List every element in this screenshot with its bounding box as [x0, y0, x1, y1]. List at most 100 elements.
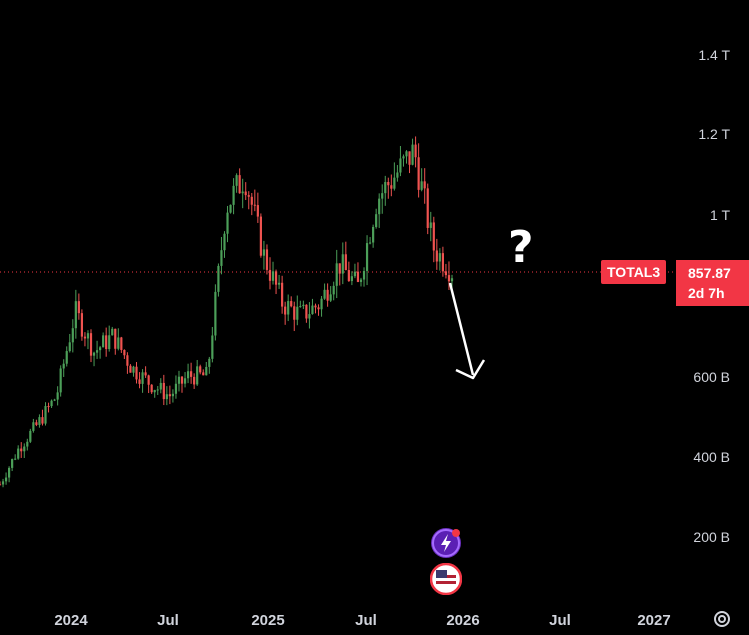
candles — [0, 136, 454, 488]
candle-body — [341, 254, 344, 274]
symbol-label: TOTAL3 — [601, 260, 667, 284]
current-price-value: 857.87 — [688, 265, 731, 281]
candle-body — [378, 198, 381, 215]
candle-body — [241, 191, 244, 194]
candle-body — [141, 372, 144, 384]
candle-body — [247, 195, 250, 197]
candle-body — [50, 400, 53, 407]
candle-body — [105, 335, 108, 350]
candle-body — [168, 394, 171, 397]
candle-body — [411, 144, 414, 165]
price-chart[interactable] — [0, 0, 680, 600]
candle-body — [220, 250, 223, 266]
settings-icon[interactable] — [711, 608, 733, 630]
candle-body — [338, 263, 341, 274]
candle-body — [223, 233, 226, 251]
candle-body — [211, 335, 214, 359]
candle-body — [229, 204, 232, 213]
lightning-icon[interactable] — [431, 528, 461, 558]
candle-body — [356, 271, 360, 282]
candle-body — [226, 212, 229, 234]
candle-body — [311, 305, 314, 315]
candle-body — [102, 335, 105, 348]
candle-body — [38, 417, 41, 425]
candle-body — [375, 214, 378, 227]
price-tick: 1 T — [710, 207, 730, 223]
candle-body — [438, 253, 441, 262]
price-tick: 200 B — [693, 529, 730, 545]
candle-body — [177, 376, 181, 384]
candle-body — [159, 382, 162, 390]
candle-body — [426, 188, 429, 228]
candle-body — [41, 417, 44, 424]
candle-body — [368, 242, 372, 244]
candle-body — [4, 477, 8, 482]
candle-body — [274, 271, 278, 285]
candle-body — [17, 448, 20, 459]
candle-body — [214, 291, 217, 336]
candle-body — [265, 249, 269, 270]
candle-body — [56, 392, 59, 400]
candle-body — [199, 366, 202, 373]
candle-body — [381, 193, 384, 199]
candle-body — [429, 222, 432, 228]
candle-body — [447, 275, 451, 282]
candle-body — [196, 366, 199, 385]
candle-body — [162, 382, 165, 400]
down-arrow — [448, 282, 486, 380]
candle-body — [329, 294, 332, 301]
time-tick: 2027 — [637, 612, 671, 629]
candle-body — [193, 376, 196, 385]
current-price-badge: 857.87 2d 7h — [676, 260, 749, 306]
candle-body — [92, 352, 96, 356]
price-axis[interactable]: 1.4 T 1.2 T 1 T 600 B 400 B 200 B — [676, 0, 749, 600]
candle-body — [183, 378, 187, 384]
candle-body — [299, 306, 302, 308]
candle-body — [65, 351, 68, 364]
candle-body — [138, 379, 141, 384]
candle-body — [108, 335, 111, 350]
time-tick: Jul — [157, 612, 179, 629]
candle-body — [414, 144, 417, 158]
candle-body — [387, 182, 390, 186]
candle-body — [296, 306, 299, 320]
candle-body — [80, 313, 84, 337]
candle-body — [23, 446, 26, 452]
candle-body — [77, 301, 80, 314]
candle-body — [238, 175, 241, 194]
candle-body — [435, 250, 438, 262]
question-mark-annotation: ? — [508, 222, 534, 273]
time-tick: Jul — [355, 612, 377, 629]
candle-body — [317, 307, 320, 310]
candle-body — [420, 181, 423, 190]
candle-body — [89, 333, 93, 356]
candle-body — [171, 393, 175, 397]
candle-body — [123, 349, 126, 356]
candle-body — [347, 270, 350, 282]
time-tick: 2025 — [251, 612, 285, 629]
us-flag-icon[interactable] — [430, 563, 462, 595]
candle-body — [353, 271, 357, 277]
candle-body — [120, 337, 123, 350]
candle-body — [126, 355, 129, 366]
candle-body — [111, 328, 114, 336]
candle-body — [405, 151, 408, 157]
time-tick: 2024 — [54, 612, 88, 629]
candle-body — [287, 301, 290, 315]
candle-body — [281, 282, 284, 307]
candle-body — [256, 205, 259, 217]
candle-body — [232, 185, 235, 205]
candle-body — [114, 328, 117, 349]
bar-countdown: 2d 7h — [688, 285, 725, 301]
candle-body — [186, 371, 190, 379]
time-axis[interactable]: 2024 Jul 2025 Jul 2026 Jul 2027 — [0, 600, 680, 631]
candle-body — [384, 182, 387, 194]
candle-body — [62, 363, 65, 369]
candle-body — [1, 481, 5, 485]
price-tick: 1.4 T — [698, 47, 730, 63]
candle-body — [208, 358, 211, 367]
candle-body — [408, 151, 411, 165]
candle-body — [277, 282, 281, 285]
candle-body — [250, 196, 253, 205]
candle-body — [117, 337, 120, 349]
